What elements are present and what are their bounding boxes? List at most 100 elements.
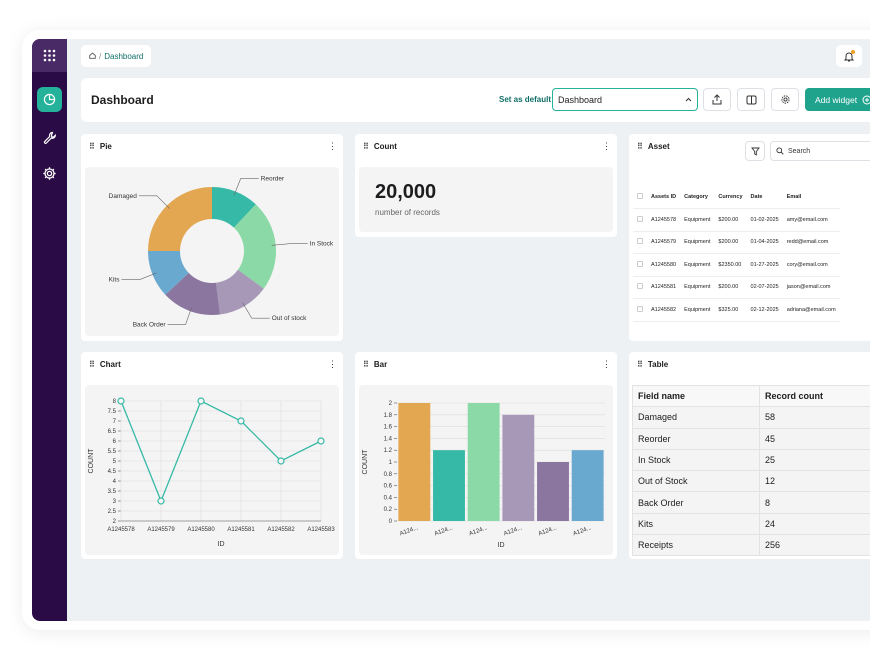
column-header[interactable]: Email xyxy=(782,186,840,209)
sidebar-item-dashboard[interactable] xyxy=(37,87,62,112)
filter-icon xyxy=(750,147,760,156)
sidebar-item-tools[interactable] xyxy=(37,125,62,150)
y-tick-label: 0.6 xyxy=(384,484,393,490)
apps-grid-icon[interactable] xyxy=(32,39,67,72)
row-checkbox[interactable] xyxy=(633,298,647,322)
column-header[interactable]: Date xyxy=(746,186,783,209)
column-header[interactable]: Currency xyxy=(714,186,747,209)
search-icon xyxy=(776,147,784,155)
dashboard-select[interactable]: Dashboard xyxy=(552,88,698,111)
table-widget: ⠿ Table Field name Record count Damaged 58… xyxy=(629,352,870,559)
column-header[interactable]: Field name xyxy=(632,384,760,408)
x-tick-label: A124... xyxy=(468,525,488,537)
chevron-up-icon xyxy=(685,97,692,102)
drag-handle-icon[interactable]: ⠿ xyxy=(89,360,95,369)
column-header[interactable]: Category xyxy=(680,186,715,209)
table-row[interactable]: In Stock 25 xyxy=(632,448,870,472)
bar xyxy=(433,450,465,521)
pie-chart: Reorder In Stock Out of stock Back Order Kit… xyxy=(109,175,334,328)
breadcrumb-current[interactable]: Dashboard xyxy=(104,51,144,61)
layout-button[interactable] xyxy=(737,88,765,111)
y-tick-label: 8 xyxy=(113,399,117,405)
set-as-default-link[interactable]: Set as default xyxy=(499,95,552,104)
add-widget-button[interactable]: Add widget xyxy=(805,88,870,111)
record-count: 58 xyxy=(759,406,870,429)
search-placeholder: Search xyxy=(788,147,811,155)
drag-handle-icon[interactable]: ⠿ xyxy=(89,142,95,151)
pie-slice-label: In Stock xyxy=(310,241,334,248)
pie-leader-line xyxy=(138,195,170,209)
plus-circle-icon xyxy=(862,95,870,104)
row-checkbox[interactable] xyxy=(633,208,647,232)
more-options-icon[interactable]: ⋮ xyxy=(328,359,337,369)
table-row[interactable]: A1245579 Equipment $200.00 01-04-2025 redd@e… xyxy=(633,231,840,254)
table-row[interactable]: A1245582 Equipment $325.00 02-12-2025 adrian… xyxy=(633,298,840,322)
field-name: In Stock xyxy=(632,448,760,472)
column-header[interactable]: Record count xyxy=(759,384,870,408)
field-name: Damaged xyxy=(632,406,760,429)
field-name: Out of Stock xyxy=(632,470,760,493)
gear-icon xyxy=(780,95,790,104)
pie-slice xyxy=(216,269,264,315)
dashboard-app: / Dashboard Dashboard Set as default Das… xyxy=(32,39,870,621)
y-tick-label: 3 xyxy=(113,499,117,505)
table-row[interactable]: Reorder 45 xyxy=(632,427,870,450)
x-tick-label: A1245583 xyxy=(307,527,335,533)
row-checkbox[interactable] xyxy=(633,231,647,254)
y-axis-label: COUNT xyxy=(362,449,369,475)
drag-handle-icon[interactable]: ⠿ xyxy=(363,360,369,369)
y-tick-label: 0.8 xyxy=(384,472,393,478)
table-row[interactable]: Out of Stock 12 xyxy=(632,470,870,493)
category: Equipment xyxy=(680,253,715,277)
share-button[interactable] xyxy=(703,88,731,111)
table-row[interactable]: A1245581 Equipment $200.00 02-07-2025 jason@… xyxy=(633,276,840,299)
widget-title: Pie xyxy=(99,142,112,151)
field-name: Receipts xyxy=(632,534,760,557)
home-icon[interactable] xyxy=(89,51,96,61)
notification-button[interactable] xyxy=(836,45,862,67)
record-count: 12 xyxy=(759,470,870,493)
drag-handle-icon[interactable]: ⠿ xyxy=(637,142,643,151)
sidebar-item-settings[interactable] xyxy=(37,161,62,186)
more-options-icon[interactable]: ⋮ xyxy=(328,141,337,151)
line-chart-widget: ⠿ Chart ⋮ 2 2.5 3 3.5 4 4.5 5 5.5 6 6.5 7 7.5 8 A12455… xyxy=(81,352,343,559)
table-row[interactable]: Back Order 8 xyxy=(632,491,870,514)
asset-id: A1245582 xyxy=(647,298,681,322)
bar-chart: 0 0.2 0.4 0.6 0.8 1 1.2 1.4 1.6 1.8 2 A124... A124..… xyxy=(362,401,605,549)
record-count-table: Field name Record count Damaged 58 Reorde… xyxy=(632,384,870,557)
table-row[interactable]: Kits 24 xyxy=(632,512,870,536)
row-checkbox[interactable] xyxy=(633,276,647,299)
widget-title: Asset xyxy=(647,142,670,151)
table-row[interactable]: A1245578 Equipment $200.00 01-02-2025 amy@em… xyxy=(633,208,840,232)
select-all-checkbox[interactable] xyxy=(633,186,647,209)
y-tick-label: 3.5 xyxy=(108,489,117,495)
main-area: / Dashboard Dashboard Set as default Das… xyxy=(67,39,870,621)
settings-button[interactable] xyxy=(771,88,799,111)
drag-handle-icon[interactable]: ⠿ xyxy=(363,142,369,151)
table-row[interactable]: Damaged 58 xyxy=(632,406,870,429)
more-options-icon[interactable]: ⋮ xyxy=(602,359,611,369)
x-tick-label: A1245579 xyxy=(147,527,175,533)
column-header[interactable]: Assets ID xyxy=(647,186,681,209)
row-checkbox[interactable] xyxy=(633,253,647,277)
data-point xyxy=(117,397,125,405)
more-options-icon[interactable]: ⋮ xyxy=(602,141,611,151)
bar xyxy=(571,450,604,521)
series-line xyxy=(120,400,322,503)
x-tick-label: A124... xyxy=(503,525,523,537)
category: Equipment xyxy=(680,231,715,254)
y-tick-label: 2 xyxy=(389,401,393,407)
bar xyxy=(467,403,500,521)
table-row[interactable]: A1245580 Equipment $2350.00 01-27-2025 cory@… xyxy=(633,253,840,277)
gear-icon xyxy=(43,167,56,180)
dashboard-select-value: Dashboard xyxy=(558,94,603,105)
drag-handle-icon[interactable]: ⠿ xyxy=(637,360,643,369)
filter-button[interactable] xyxy=(745,141,765,161)
pie-slice xyxy=(148,251,189,295)
email: cory@email.com xyxy=(782,253,840,277)
record-count: 256 xyxy=(759,534,870,557)
widget-title: Chart xyxy=(99,360,121,369)
table-row[interactable]: Receipts 256 xyxy=(632,534,870,557)
asset-search-input[interactable]: Search xyxy=(770,141,870,161)
y-tick-label: 1.8 xyxy=(384,413,393,419)
